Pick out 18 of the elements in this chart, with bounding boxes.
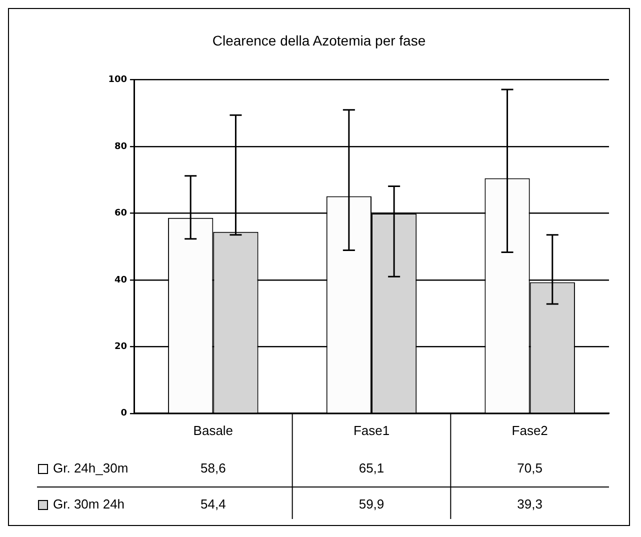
x-tick-label: Basale	[193, 422, 234, 438]
data-label: 70,5	[517, 460, 542, 476]
y-tick-label: 80	[114, 142, 127, 152]
legend-label: Gr. 24h_30m	[53, 460, 128, 476]
y-tick-label: 20	[114, 342, 127, 352]
x-tick-label: Fase2	[512, 422, 548, 438]
data-label: 54,4	[200, 496, 226, 512]
y-tick-label: 0	[120, 408, 127, 419]
data-label: 58,6	[200, 460, 226, 476]
y-tick-label: 100	[108, 75, 127, 86]
data-label: 65,1	[358, 460, 384, 476]
x-tick-label: Fase1	[353, 422, 390, 438]
data-label: 39,3	[517, 496, 542, 512]
y-tick-label: 60	[114, 208, 127, 219]
data-label: 59,9	[358, 496, 384, 512]
y-tick-label: 40	[114, 275, 127, 286]
legend-label: Gr. 30m 24h	[53, 496, 125, 512]
chart-title: Clearence della Azotemia per fase	[212, 32, 426, 48]
